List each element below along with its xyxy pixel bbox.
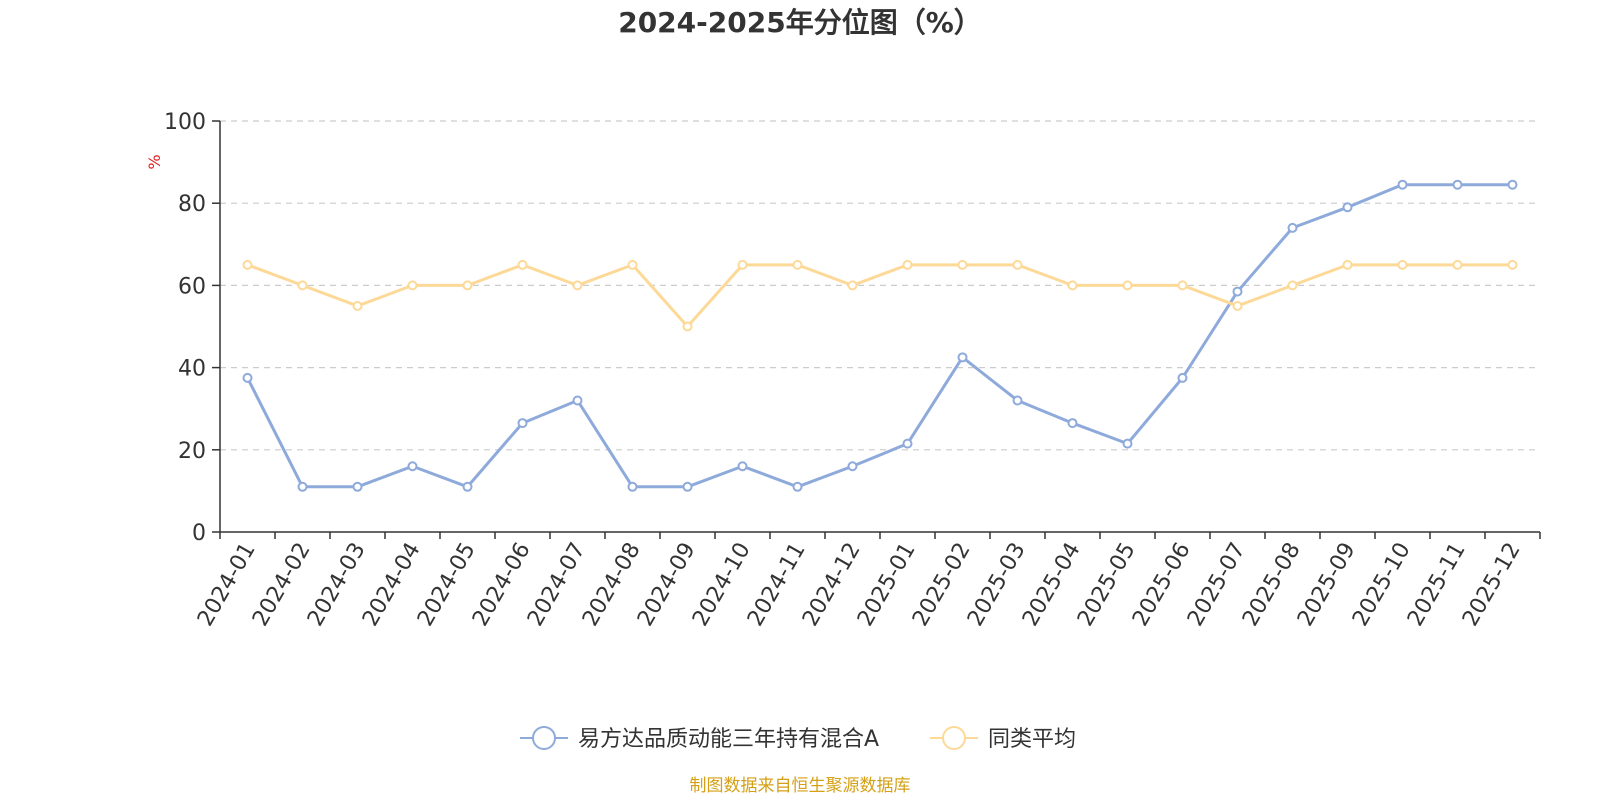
series-0-point-2025-08 [1287, 222, 1298, 233]
series-1-point-2025-11 [1452, 259, 1463, 270]
series-1-point-2025-05 [1122, 280, 1133, 291]
series-0-point-2024-07 [572, 395, 583, 406]
series-0-point-2025-06 [1177, 372, 1188, 383]
source-note: 制图数据来自恒生聚源数据库 [690, 776, 911, 796]
series-1-point-2024-11 [792, 259, 803, 270]
series-0-point-2024-03 [352, 481, 363, 492]
series-1-point-2025-10 [1397, 259, 1408, 270]
legend-marker-1 [942, 726, 966, 750]
series-0-point-2025-03 [1012, 395, 1023, 406]
y-tick-label-0: 0 [192, 521, 206, 546]
series-0-point-2025-12 [1507, 179, 1518, 190]
series-line-0 [246, 183, 1513, 489]
legend-marker-0 [532, 726, 556, 750]
series-0-point-2024-09 [682, 481, 693, 492]
series-1-point-2025-03 [1012, 259, 1023, 270]
series-0-point-2025-09 [1342, 202, 1353, 213]
y-tick-label-80: 80 [178, 192, 206, 217]
series-1-point-2024-01 [242, 259, 253, 270]
series-1-point-2025-08 [1287, 280, 1298, 291]
series-1-point-2024-10 [737, 259, 748, 270]
series-0-point-2024-06 [517, 418, 528, 429]
series-layer [242, 179, 1518, 492]
series-0-point-2024-10 [737, 461, 748, 472]
series-0-point-2024-01 [242, 372, 253, 383]
series-1-point-2024-06 [517, 259, 528, 270]
series-1-point-2024-12 [847, 280, 858, 291]
series-0-point-2025-02 [957, 352, 968, 363]
series-0-point-2025-01 [902, 438, 913, 449]
series-0-point-2024-11 [792, 481, 803, 492]
series-1-point-2024-03 [352, 300, 363, 311]
series-1-point-2024-09 [682, 321, 693, 332]
y-tick-label-60: 60 [178, 274, 206, 299]
series-1-point-2024-08 [627, 259, 638, 270]
series-0-point-2024-02 [297, 481, 308, 492]
series-line-1 [246, 263, 1513, 328]
series-1-point-2025-12 [1507, 259, 1518, 270]
y-tick-label-100: 100 [164, 110, 206, 135]
series-0-point-2025-11 [1452, 179, 1463, 190]
series-0-point-2024-12 [847, 461, 858, 472]
axes [212, 120, 1541, 539]
x-tick-labels: 2024-012024-022024-032024-042024-052024-… [193, 539, 1526, 631]
series-1-point-2025-09 [1342, 259, 1353, 270]
series-0-point-2024-08 [627, 481, 638, 492]
series-1-point-2025-04 [1067, 280, 1078, 291]
series-0-point-2025-05 [1122, 438, 1133, 449]
series-1-point-2024-07 [572, 280, 583, 291]
series-0-point-2024-05 [462, 481, 473, 492]
legend-label-0: 易方达品质动能三年持有混合A [578, 727, 879, 752]
series-0-point-2024-04 [407, 461, 418, 472]
chart-title: 2024-2025年分位图（%） [618, 6, 982, 39]
series-1-point-2025-02 [957, 259, 968, 270]
series-1-point-2025-01 [902, 259, 913, 270]
series-1-point-2024-05 [462, 280, 473, 291]
series-1-point-2024-02 [297, 280, 308, 291]
legend-label-1: 同类平均 [988, 727, 1076, 752]
series-0-point-2025-07 [1232, 286, 1243, 297]
y-tick-label-40: 40 [178, 357, 206, 382]
y-tick-label-20: 20 [178, 439, 206, 464]
series-0-point-2025-10 [1397, 179, 1408, 190]
legend: 易方达品质动能三年持有混合A 同类平均 [520, 726, 1076, 752]
series-0-point-2025-04 [1067, 418, 1078, 429]
series-1-point-2024-04 [407, 280, 418, 291]
y-tick-labels: 0 20 40 60 80 100 [164, 110, 206, 546]
series-1-point-2025-07 [1232, 300, 1243, 311]
series-1-point-2025-06 [1177, 280, 1188, 291]
y-axis-unit: % [145, 154, 164, 169]
